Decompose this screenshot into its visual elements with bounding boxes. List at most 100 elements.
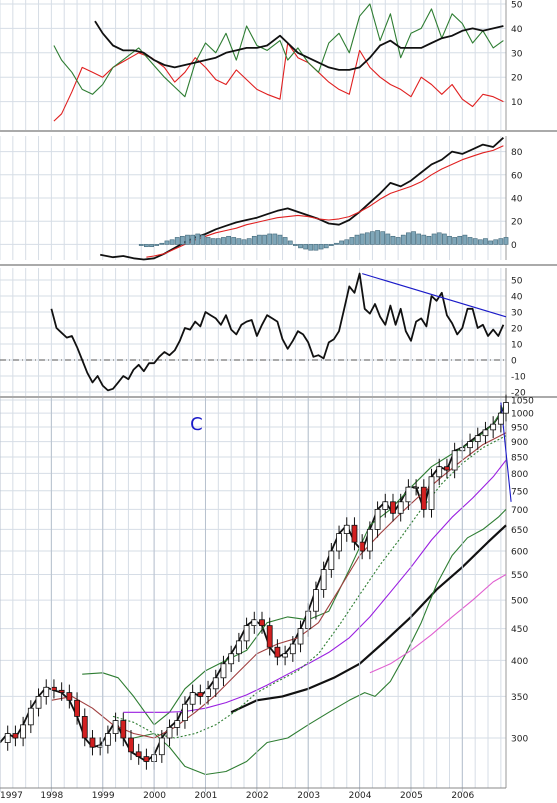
histogram-bar (385, 233, 391, 245)
histogram-bar (370, 231, 375, 245)
candle-body (366, 528, 373, 552)
x-tick-label: 2000 (143, 791, 166, 801)
candle-body (104, 733, 111, 746)
momentum-series-1 (362, 273, 507, 318)
candle-body (436, 466, 443, 478)
candle-body (58, 689, 65, 693)
histogram-bar (477, 239, 483, 245)
histogram-bar (154, 244, 160, 246)
histogram-bar (411, 231, 416, 245)
y-tick-label: 30 (511, 49, 523, 59)
candle-body (35, 696, 42, 709)
wave-annotation-label: C (190, 414, 203, 435)
y-tick-label: 700 (511, 506, 528, 516)
y-tick-label: 80 (511, 148, 523, 158)
candle-body (166, 727, 173, 739)
histogram-bar (215, 238, 221, 245)
histogram-bar (472, 238, 478, 245)
histogram-bar (436, 232, 442, 245)
candle-body (81, 716, 88, 739)
candle-body (474, 435, 481, 442)
candle-body (220, 663, 227, 679)
histogram-bar (498, 238, 504, 245)
histogram-bar (421, 234, 427, 245)
histogram-bar (251, 235, 257, 245)
candle-body (420, 486, 427, 510)
histogram-bar (493, 239, 499, 245)
candle-body (313, 589, 319, 612)
y-tick-label: 1050 (511, 397, 534, 407)
directional-movement-series-1 (53, 3, 504, 98)
candle-body (143, 756, 150, 762)
histogram-bar (483, 238, 488, 245)
candle-body (413, 486, 420, 489)
candle-body (390, 501, 396, 514)
candle-body (74, 699, 80, 717)
directional-movement-panel: 10 20 30 40 50 (0, 0, 557, 132)
candle-body (405, 486, 412, 503)
candle-body (182, 703, 188, 721)
histogram-bar (241, 239, 247, 245)
y-tick-label: 20 (511, 218, 523, 228)
candle-body (12, 733, 19, 739)
x-tick-label: 2002 (246, 791, 269, 801)
histogram-bar (257, 234, 262, 245)
y-tick-label: 10 (511, 98, 523, 108)
histogram-bar (339, 240, 344, 245)
histogram-bar (231, 237, 237, 245)
histogram-bar (277, 234, 283, 245)
y-tick-label: 850 (511, 454, 528, 464)
candle-body (451, 450, 458, 471)
histogram-bar (400, 234, 406, 245)
histogram-bar (334, 242, 339, 245)
histogram-bar (462, 234, 468, 245)
momentum-panel: -20 -10 0 10 20 30 40 50 (0, 268, 557, 399)
histogram-bar (210, 238, 216, 245)
histogram-bar (303, 244, 309, 250)
candle-body (128, 737, 134, 753)
histogram-bar (318, 244, 324, 250)
histogram-bar (431, 233, 437, 245)
y-tick-label: 350 (511, 693, 528, 703)
x-tick-label: 2005 (400, 791, 423, 801)
candle-body (320, 569, 327, 590)
directional-movement-series-0 (53, 42, 504, 122)
histogram-bar (190, 234, 196, 245)
x-tick-label: 2006 (451, 791, 474, 801)
candle-body (120, 720, 127, 739)
histogram-bar (447, 235, 452, 245)
histogram-bar (344, 239, 350, 245)
histogram-bar (272, 233, 278, 245)
candle-body (374, 508, 381, 530)
candle-body (444, 466, 450, 471)
candle-body (189, 692, 196, 705)
candle-body (51, 686, 57, 691)
candle-body (428, 476, 435, 510)
histogram-bar (246, 238, 252, 245)
candle-body (297, 628, 304, 645)
histogram-bar (503, 237, 509, 245)
x-tick-label: 2001 (194, 791, 217, 801)
candle-body (289, 643, 296, 655)
histogram-bar (293, 244, 298, 246)
histogram-bar (349, 237, 355, 245)
histogram-bar (308, 244, 314, 251)
histogram-bar (390, 235, 396, 245)
candle-body (4, 733, 11, 743)
histogram-bar (452, 237, 457, 245)
histogram-bar (205, 237, 211, 245)
histogram-bar (185, 234, 190, 245)
y-tick-label: 800 (511, 470, 528, 480)
price-series-5 (369, 574, 507, 674)
histogram-bar (262, 234, 267, 245)
candle-body (251, 619, 258, 627)
histogram-bar (380, 231, 386, 245)
y-tick-label: 600 (511, 547, 528, 557)
candle-body (497, 412, 504, 425)
price-series-1 (230, 524, 507, 714)
y-tick-label: 10 (511, 341, 523, 351)
y-tick-label: 550 (511, 571, 528, 581)
y-tick-label: 400 (511, 657, 528, 667)
histogram-bar (441, 233, 447, 245)
histogram-bar (354, 234, 360, 245)
